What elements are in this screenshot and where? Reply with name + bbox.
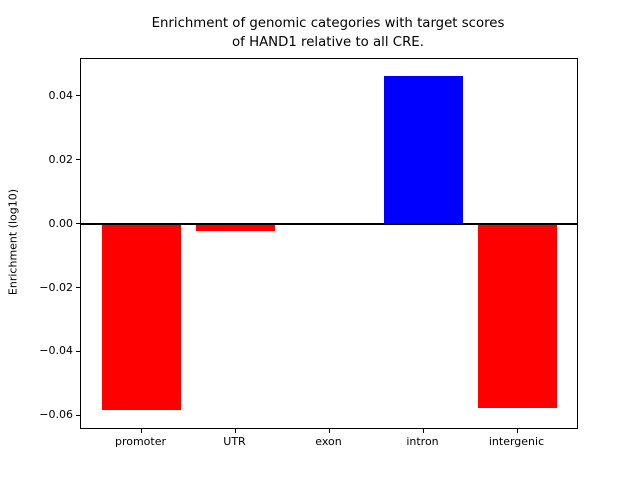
chart-title-line2: of HAND1 relative to all CRE.	[232, 35, 424, 50]
x-tick-label-promoter: promoter	[114, 435, 167, 448]
bar-promoter	[102, 224, 181, 411]
chart-title-line1: Enrichment of genomic categories with ta…	[151, 16, 505, 31]
y-tick-label: −0.06	[39, 408, 73, 422]
y-tick-label: 0.02	[48, 152, 74, 166]
y-tick-mark	[76, 223, 80, 225]
bar-intron	[384, 76, 463, 225]
zero-line	[81, 223, 577, 226]
y-tick-label: 0.04	[48, 88, 74, 102]
y-tick-mark	[76, 287, 80, 289]
x-tick-mark	[140, 429, 142, 433]
y-tick-mark	[76, 95, 80, 97]
x-tick-mark	[234, 429, 236, 433]
x-tick-mark	[328, 429, 330, 433]
x-tick-label-intergenic: intergenic	[488, 435, 545, 448]
x-tick-mark	[422, 429, 424, 433]
bar-UTR	[196, 224, 275, 232]
bar-intergenic	[478, 224, 557, 408]
y-tick-mark	[76, 414, 80, 416]
y-tick-mark	[76, 350, 80, 352]
y-tick-label: −0.02	[39, 280, 73, 294]
y-tick-label: −0.04	[39, 344, 73, 358]
y-axis-label: Enrichment (log10)	[6, 188, 20, 296]
x-tick-label-exon: exon	[315, 435, 342, 448]
y-tick-label: 0.00	[48, 216, 74, 230]
chart-title: Enrichment of genomic categories with ta…	[80, 14, 576, 52]
y-tick-mark	[76, 159, 80, 161]
x-tick-label-intron: intron	[406, 435, 439, 448]
x-tick-mark	[516, 429, 518, 433]
plot-area	[80, 58, 578, 429]
x-tick-label-UTR: UTR	[223, 435, 246, 448]
